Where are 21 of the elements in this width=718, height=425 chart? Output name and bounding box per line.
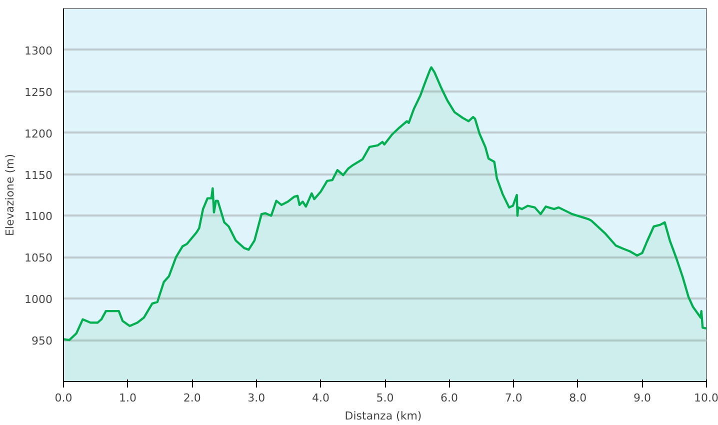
x-tick-label: 6.0 [440,392,458,404]
x-axis-title: Distanza (km) [344,410,422,422]
x-tick-label: 7.0 [504,392,522,404]
y-tick-label: 1100 [24,210,53,224]
y-tick-label: 1250 [24,86,53,99]
x-tick-label: 2.0 [183,392,201,404]
x-tick-label: 0.0 [54,392,72,404]
x-tick-label: 1.0 [119,392,137,404]
y-tick-label: 1000 [24,293,53,306]
y-tick-label: 1050 [24,252,53,265]
y-tick-label: 950 [32,334,53,348]
x-tick-label: 5.0 [376,392,394,404]
y-tick-label: 1200 [24,127,53,140]
x-tick-label: 3.0 [248,392,266,404]
x-tick-label: 4.0 [312,392,330,404]
x-tick-label: 8.0 [569,392,587,404]
y-axis-title: Elevazione (m) [4,154,17,236]
x-tick-label: 10.0 [694,392,718,404]
x-tick-label: 9.0 [633,392,651,404]
y-tick-label: 1150 [24,168,53,182]
y-tick-label: 1300 [24,44,53,58]
